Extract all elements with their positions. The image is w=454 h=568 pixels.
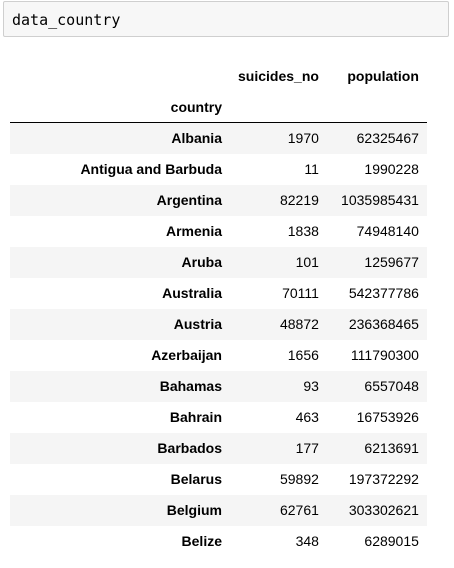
row-index-country: Barbados bbox=[10, 433, 230, 464]
cell-suicides-no: 1970 bbox=[230, 123, 327, 154]
cell-suicides-no: 177 bbox=[230, 433, 327, 464]
table-row: Armenia 1838 74948140 bbox=[10, 216, 427, 247]
cell-suicides-no: 348 bbox=[230, 526, 327, 557]
row-index-country: Antigua and Barbuda bbox=[10, 154, 230, 185]
table-row: Bahrain 463 16753926 bbox=[10, 402, 427, 433]
row-index-country: Belgium bbox=[10, 495, 230, 526]
row-index-country: Belarus bbox=[10, 464, 230, 495]
row-index-country: Azerbaijan bbox=[10, 340, 230, 371]
table-row: Australia 70111 542377786 bbox=[10, 278, 427, 309]
index-name-header: country bbox=[10, 91, 230, 123]
cell-population: 6557048 bbox=[327, 371, 427, 402]
row-index-country: Bahamas bbox=[10, 371, 230, 402]
table-row: Aruba 101 1259677 bbox=[10, 247, 427, 278]
row-index-country: Albania bbox=[10, 123, 230, 154]
cell-suicides-no: 1838 bbox=[230, 216, 327, 247]
header-blank-cell bbox=[10, 61, 230, 91]
table-row: Belize 348 6289015 bbox=[10, 526, 427, 557]
row-index-country: Argentina bbox=[10, 185, 230, 216]
cell-population: 6289015 bbox=[327, 526, 427, 557]
cell-population: 1035985431 bbox=[327, 185, 427, 216]
cell-population: 542377786 bbox=[327, 278, 427, 309]
cell-suicides-no: 101 bbox=[230, 247, 327, 278]
cell-suicides-no: 463 bbox=[230, 402, 327, 433]
row-index-country: Armenia bbox=[10, 216, 230, 247]
cell-suicides-no: 82219 bbox=[230, 185, 327, 216]
column-header-population: population bbox=[327, 61, 427, 91]
index-header-blank bbox=[230, 91, 327, 123]
cell-suicides-no: 62761 bbox=[230, 495, 327, 526]
cell-suicides-no: 93 bbox=[230, 371, 327, 402]
table-row: Argentina 82219 1035985431 bbox=[10, 185, 427, 216]
cell-population: 74948140 bbox=[327, 216, 427, 247]
row-index-country: Bahrain bbox=[10, 402, 230, 433]
row-index-country: Aruba bbox=[10, 247, 230, 278]
table-row: Austria 48872 236368465 bbox=[10, 309, 427, 340]
table-row: Belgium 62761 303302621 bbox=[10, 495, 427, 526]
table-row: Belarus 59892 197372292 bbox=[10, 464, 427, 495]
code-input-cell[interactable]: data_country bbox=[3, 1, 449, 37]
table-body: Albania 1970 62325467 Antigua and Barbuda 11… bbox=[10, 123, 427, 557]
row-index-country: Belize bbox=[10, 526, 230, 557]
cell-suicides-no: 70111 bbox=[230, 278, 327, 309]
cell-population: 16753926 bbox=[327, 402, 427, 433]
table-row: Bahamas 93 6557048 bbox=[10, 371, 427, 402]
table-row: Albania 1970 62325467 bbox=[10, 123, 427, 154]
index-header-row: country bbox=[10, 91, 427, 123]
code-text[interactable]: data_country bbox=[12, 11, 120, 29]
cell-suicides-no: 48872 bbox=[230, 309, 327, 340]
cell-population: 236368465 bbox=[327, 309, 427, 340]
cell-population: 62325467 bbox=[327, 123, 427, 154]
table-row: Barbados 177 6213691 bbox=[10, 433, 427, 464]
cell-population: 1990228 bbox=[327, 154, 427, 185]
row-index-country: Austria bbox=[10, 309, 230, 340]
cell-suicides-no: 59892 bbox=[230, 464, 327, 495]
table-row: Antigua and Barbuda 11 1990228 bbox=[10, 154, 427, 185]
cell-suicides-no: 11 bbox=[230, 154, 327, 185]
cell-population: 6213691 bbox=[327, 433, 427, 464]
cell-population: 1259677 bbox=[327, 247, 427, 278]
dataframe-table: suicides_no population country Albania 19… bbox=[10, 61, 427, 557]
table-row: Azerbaijan 1656 111790300 bbox=[10, 340, 427, 371]
row-index-country: Australia bbox=[10, 278, 230, 309]
cell-population: 111790300 bbox=[327, 340, 427, 371]
cell-population: 303302621 bbox=[327, 495, 427, 526]
column-header-row: suicides_no population bbox=[10, 61, 427, 91]
cell-population: 197372292 bbox=[327, 464, 427, 495]
index-header-blank bbox=[327, 91, 427, 123]
output-area: suicides_no population country Albania 19… bbox=[0, 37, 454, 568]
cell-suicides-no: 1656 bbox=[230, 340, 327, 371]
column-header-suicides-no: suicides_no bbox=[230, 61, 327, 91]
